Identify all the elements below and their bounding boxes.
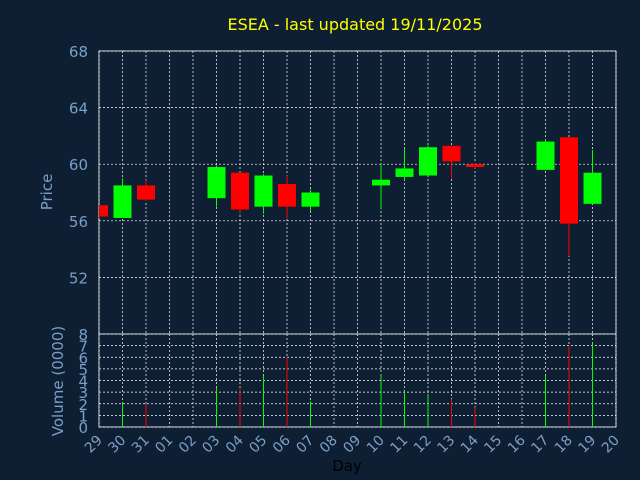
- volume-tick-label: 6: [78, 349, 88, 367]
- price-panel: 68 64 60 56 52: [69, 43, 617, 335]
- candle-body: [99, 205, 108, 217]
- candle-body: [372, 179, 390, 186]
- price-tick-label: 56: [69, 213, 88, 231]
- volume-tick-label: 4: [78, 373, 88, 391]
- volume-tick-label: 3: [78, 384, 88, 402]
- volume-bars: [122, 343, 593, 427]
- volume-tick-label: 7: [78, 338, 88, 356]
- candle-body: [466, 164, 484, 168]
- x-axis-label: Day: [332, 457, 362, 475]
- volume-tick-label: 8: [78, 326, 88, 344]
- x-ticks: 29 30 31 01 02 03 04 05 06 07 08 09 10 11 12 13 14 15 16 17…: [82, 432, 623, 456]
- candle-body: [560, 137, 578, 224]
- price-tick-label: 52: [69, 269, 88, 287]
- candle-body: [207, 167, 226, 199]
- price-y-ticks: 68 64 60 56 52: [69, 43, 88, 287]
- candle-body: [419, 147, 437, 176]
- candle-body: [113, 185, 132, 218]
- volume-tick-label: 2: [78, 396, 88, 414]
- price-axis-label: Price: [38, 174, 56, 211]
- candle-body: [583, 172, 602, 204]
- candle-body: [301, 192, 320, 207]
- candle-body: [231, 172, 249, 210]
- volume-tick-label: 1: [78, 407, 88, 425]
- candle-body: [278, 184, 296, 207]
- candle-body: [395, 168, 414, 177]
- volume-axis-label: Volume (0000): [49, 326, 67, 436]
- price-tick-label: 64: [69, 100, 88, 118]
- price-tick-label: 68: [69, 43, 88, 61]
- volume-tick-label: 5: [78, 361, 88, 379]
- candle-body: [137, 185, 155, 200]
- chart-title: ESEA - last updated 19/11/2025: [227, 15, 482, 34]
- price-tick-label: 60: [69, 156, 88, 174]
- candles: [99, 137, 602, 257]
- candle-body: [536, 141, 555, 170]
- volume-tick-label: 0: [78, 419, 88, 437]
- candle-body: [254, 175, 273, 207]
- candle-body: [442, 145, 461, 162]
